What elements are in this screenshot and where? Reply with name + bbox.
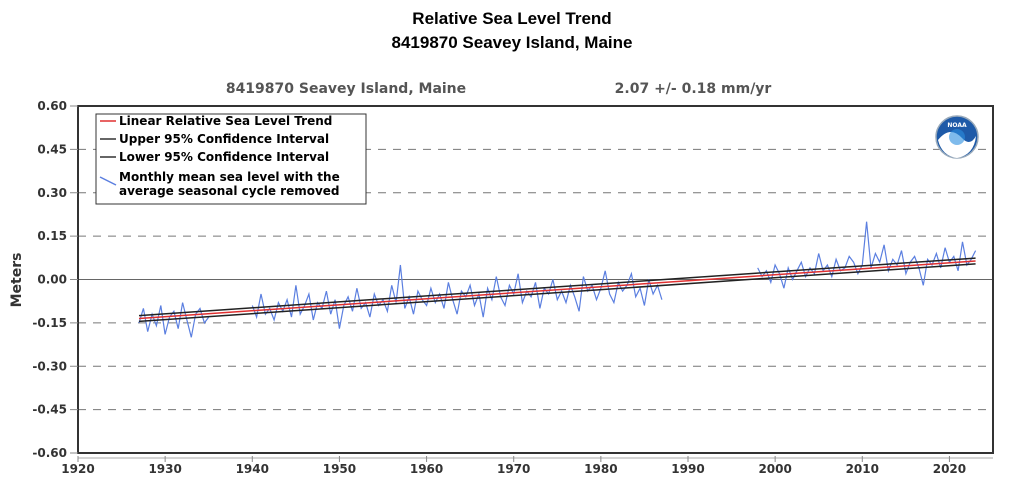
- legend-label: Upper 95% Confidence Interval: [119, 132, 329, 146]
- sea-level-series-line: [138, 302, 210, 338]
- noaa-logo: NOAA: [935, 115, 979, 159]
- lower-ci-line: [138, 263, 976, 323]
- y-tick-label: 0.45: [37, 142, 67, 156]
- y-tick-label: 0.15: [37, 229, 67, 243]
- y-tick-label: 0.00: [37, 273, 67, 287]
- x-tick-label: 2010: [846, 462, 879, 476]
- legend-label: Monthly mean sea level with the: [119, 170, 340, 184]
- upper-ci-line: [138, 257, 976, 317]
- x-tick-label: 1920: [61, 462, 94, 476]
- y-tick-label: 0.60: [37, 99, 67, 113]
- trend-line: [138, 260, 976, 320]
- x-tick-label: 1990: [671, 462, 704, 476]
- x-tick-label: 1960: [410, 462, 443, 476]
- svg-text:NOAA: NOAA: [947, 122, 967, 129]
- plot-header-station: 8419870 Seavey Island, Maine: [226, 81, 466, 97]
- x-tick-label: 1980: [584, 462, 617, 476]
- legend: Linear Relative Sea Level Trend Upper 95%…: [95, 113, 367, 205]
- x-tick-label: 2020: [933, 462, 966, 476]
- x-tick-label: 1940: [236, 462, 269, 476]
- chart-title: Relative Sea Level Trend: [412, 9, 611, 28]
- sea-level-series-line: [757, 221, 977, 289]
- x-tick-label: 1950: [323, 462, 356, 476]
- y-tick-label: -0.45: [32, 403, 67, 417]
- legend-swatch: [99, 176, 117, 186]
- y-axis-label: Meters: [9, 253, 25, 308]
- legend-label: Linear Relative Sea Level Trend: [119, 114, 332, 128]
- legend-box: [95, 113, 367, 205]
- y-tick-label: 0.30: [37, 186, 67, 200]
- chart-subtitle: 8419870 Seavey Island, Maine: [392, 33, 633, 52]
- x-tick-label: 1930: [148, 462, 181, 476]
- y-tick-label: -0.30: [32, 359, 67, 373]
- y-tick-label: -0.60: [32, 446, 67, 460]
- plot-header-rate: 2.07 +/- 0.18 mm/yr: [615, 81, 772, 97]
- y-tick-label: -0.15: [32, 316, 67, 330]
- legend-label: Lower 95% Confidence Interval: [119, 150, 329, 164]
- x-tick-label: 1970: [497, 462, 530, 476]
- legend-label: average seasonal cycle removed: [119, 184, 340, 198]
- x-tick-label: 2000: [758, 462, 791, 476]
